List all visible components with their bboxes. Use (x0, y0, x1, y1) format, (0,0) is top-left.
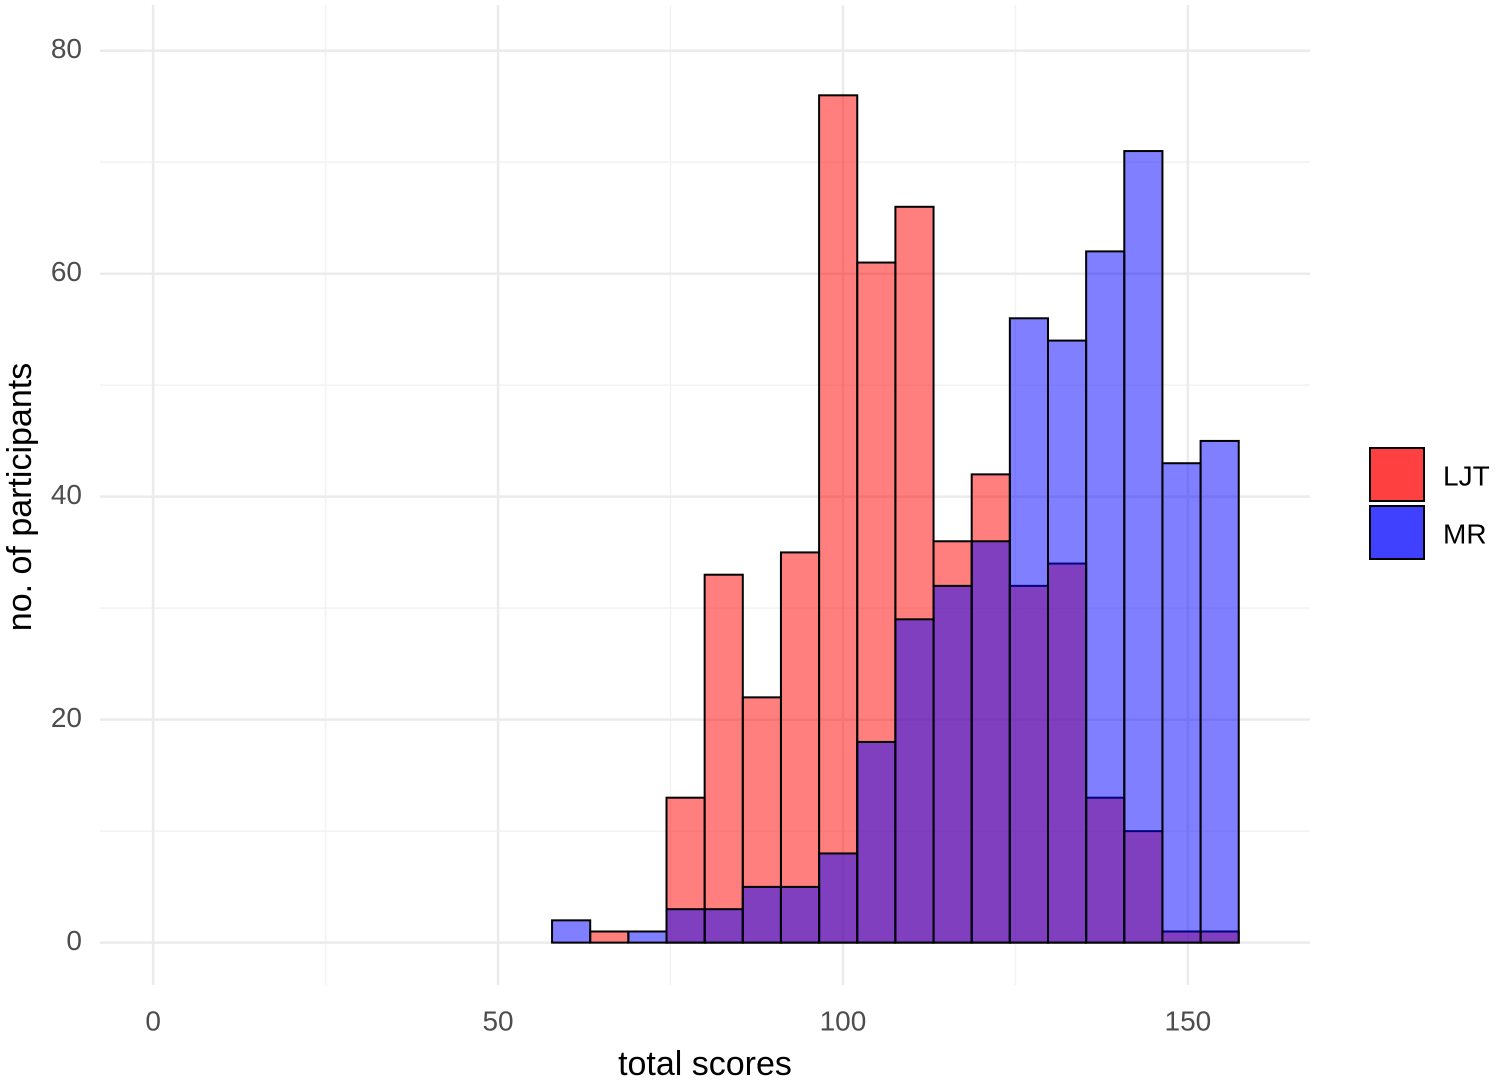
bar (779, 551, 821, 944)
x-tick-label: 100 (820, 1005, 867, 1036)
x-axis-title: total scores (618, 1045, 792, 1083)
bar (1161, 462, 1202, 944)
bar (665, 908, 706, 944)
bar (970, 540, 1011, 944)
y-tick-label: 60 (51, 256, 82, 287)
bar (703, 908, 744, 944)
x-tick-label: 0 (145, 1005, 161, 1036)
bar (894, 618, 935, 944)
bar (1046, 339, 1088, 944)
bar (551, 919, 592, 944)
legend-label: LJT (1443, 460, 1490, 491)
y-axis-title: no. of participants (1, 363, 39, 631)
bar (818, 852, 859, 944)
legend-key (1369, 447, 1425, 502)
bar (589, 930, 630, 944)
bar (1008, 317, 1049, 944)
x-tick-label: 50 (482, 1005, 513, 1036)
y-tick-label: 0 (66, 925, 82, 956)
y-tick-label: 20 (51, 702, 82, 733)
bar (1123, 150, 1164, 944)
bar (627, 930, 668, 944)
bar (779, 885, 821, 944)
bar (856, 740, 897, 944)
bar (932, 584, 973, 944)
bar (1085, 250, 1126, 944)
x-tick-label: 150 (1165, 1005, 1212, 1036)
legend-label: MR (1443, 518, 1487, 549)
y-tick-label: 80 (51, 33, 82, 64)
legend-key (1369, 505, 1425, 560)
bar (1199, 439, 1240, 944)
bar (818, 94, 859, 944)
y-tick-label: 40 (51, 479, 82, 510)
bar (741, 885, 782, 944)
bar (703, 573, 744, 944)
